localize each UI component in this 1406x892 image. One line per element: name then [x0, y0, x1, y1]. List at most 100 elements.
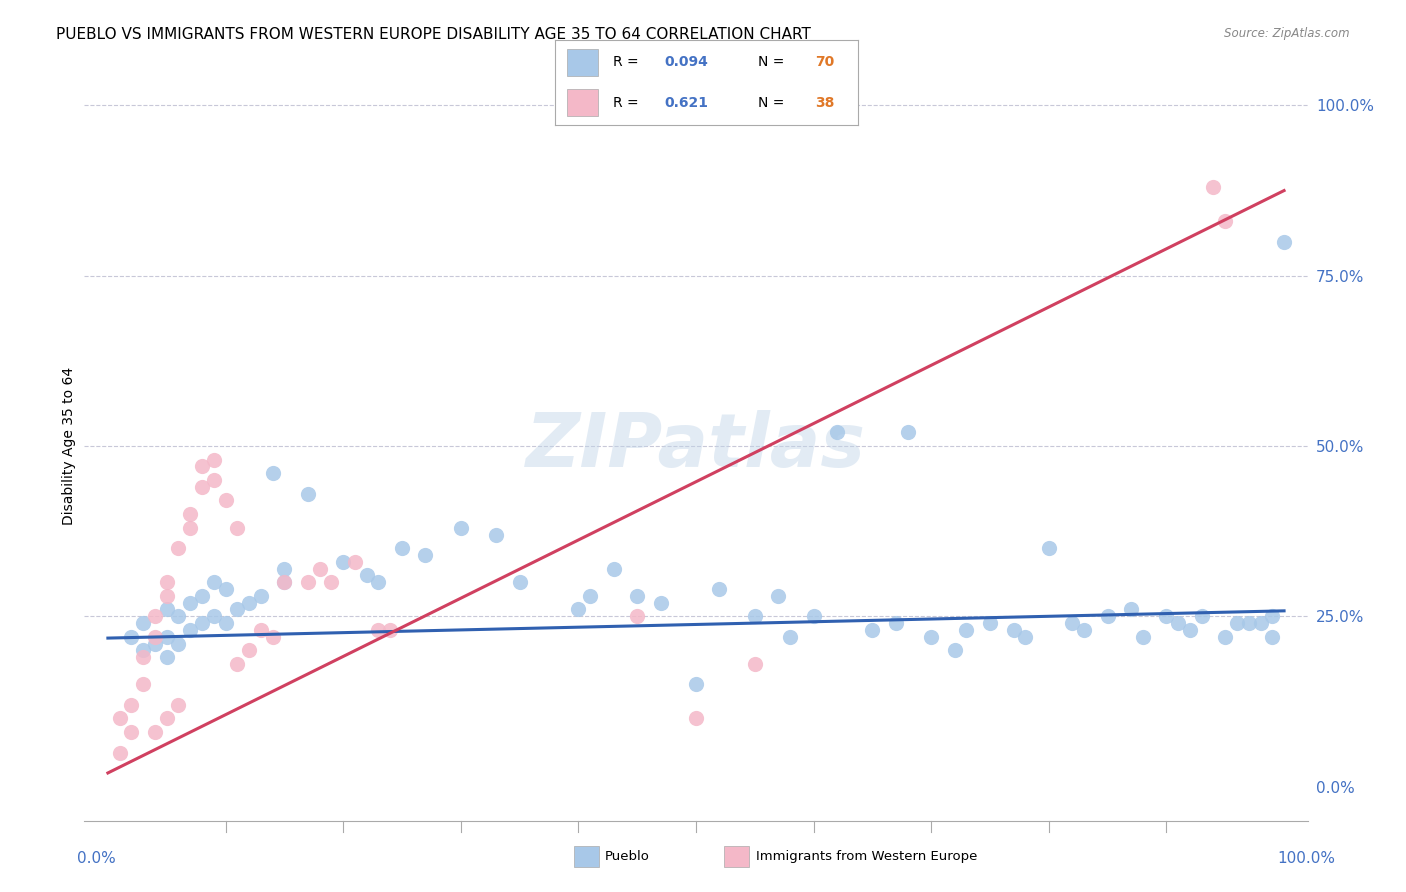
Point: [884, 616, 907, 631]
Point: [273, 575, 295, 590]
Point: [132, 643, 155, 657]
Text: 38: 38: [815, 95, 835, 110]
Point: [143, 636, 166, 650]
Point: [602, 561, 624, 575]
Text: 100.0%: 100.0%: [1278, 851, 1336, 865]
Point: [156, 602, 179, 616]
Point: [1014, 630, 1036, 644]
Point: [249, 623, 271, 637]
Point: [744, 657, 766, 671]
Point: [273, 561, 295, 575]
Point: [191, 459, 214, 474]
Point: [685, 677, 707, 691]
Text: 0.621: 0.621: [664, 95, 709, 110]
Text: R =: R =: [613, 55, 638, 70]
Point: [179, 596, 201, 610]
Point: [1073, 623, 1095, 637]
Point: [1226, 616, 1249, 631]
Point: [626, 609, 648, 624]
Text: N =: N =: [758, 55, 785, 70]
Point: [779, 630, 801, 644]
Point: [179, 507, 201, 521]
Text: Immigrants from Western Europe: Immigrants from Western Europe: [756, 850, 977, 863]
Point: [897, 425, 920, 440]
Point: [768, 589, 790, 603]
Point: [191, 480, 214, 494]
Point: [860, 623, 883, 637]
Point: [1191, 609, 1213, 624]
Point: [238, 596, 260, 610]
Bar: [568, 89, 598, 116]
Text: N =: N =: [758, 95, 785, 110]
Point: [156, 650, 179, 665]
Point: [214, 616, 236, 631]
Point: [108, 746, 131, 760]
Point: [509, 575, 531, 590]
Point: [156, 630, 179, 644]
Point: [650, 596, 672, 610]
Text: 70: 70: [815, 55, 835, 70]
Text: PUEBLO VS IMMIGRANTS FROM WESTERN EUROPE DISABILITY AGE 35 TO 64 CORRELATION CHA: PUEBLO VS IMMIGRANTS FROM WESTERN EUROPE…: [56, 27, 811, 42]
Point: [1237, 616, 1260, 631]
Text: R =: R =: [613, 95, 638, 110]
Point: [415, 548, 437, 562]
Point: [167, 636, 190, 650]
Point: [391, 541, 413, 556]
Text: ZIPatlas: ZIPatlas: [526, 409, 866, 483]
Point: [297, 575, 319, 590]
Point: [356, 568, 378, 582]
Point: [156, 589, 179, 603]
Point: [920, 630, 942, 644]
Point: [825, 425, 848, 440]
Point: [132, 677, 155, 691]
Point: [143, 609, 166, 624]
Text: 0.0%: 0.0%: [77, 851, 117, 865]
Point: [226, 657, 249, 671]
Point: [1002, 623, 1025, 637]
Point: [979, 616, 1001, 631]
Point: [1213, 630, 1236, 644]
Point: [191, 616, 214, 631]
Bar: [568, 49, 598, 76]
Point: [202, 452, 225, 467]
Point: [308, 561, 330, 575]
Point: [179, 521, 201, 535]
Point: [167, 541, 190, 556]
Point: [579, 589, 602, 603]
Point: [567, 602, 589, 616]
Point: [1062, 616, 1084, 631]
Point: [367, 575, 389, 590]
Point: [1167, 616, 1189, 631]
Point: [156, 575, 179, 590]
Point: [167, 609, 190, 624]
Point: [202, 609, 225, 624]
Point: [132, 650, 155, 665]
Point: [156, 711, 179, 725]
Point: [179, 623, 201, 637]
Text: 0.094: 0.094: [664, 55, 709, 70]
Point: [1097, 609, 1119, 624]
Point: [1250, 616, 1272, 631]
Point: [143, 725, 166, 739]
Point: [120, 630, 142, 644]
Point: [202, 575, 225, 590]
Point: [450, 521, 472, 535]
Point: [332, 555, 354, 569]
Point: [238, 643, 260, 657]
Text: Source: ZipAtlas.com: Source: ZipAtlas.com: [1225, 27, 1350, 40]
Point: [1202, 180, 1225, 194]
Point: [226, 521, 249, 535]
Point: [108, 711, 131, 725]
Point: [214, 493, 236, 508]
Point: [685, 711, 707, 725]
Point: [626, 589, 648, 603]
Point: [1213, 214, 1236, 228]
Point: [1261, 609, 1284, 624]
Point: [214, 582, 236, 596]
Point: [803, 609, 825, 624]
Point: [380, 623, 402, 637]
Point: [191, 589, 214, 603]
Point: [485, 527, 508, 541]
Point: [1038, 541, 1060, 556]
Point: [132, 616, 155, 631]
